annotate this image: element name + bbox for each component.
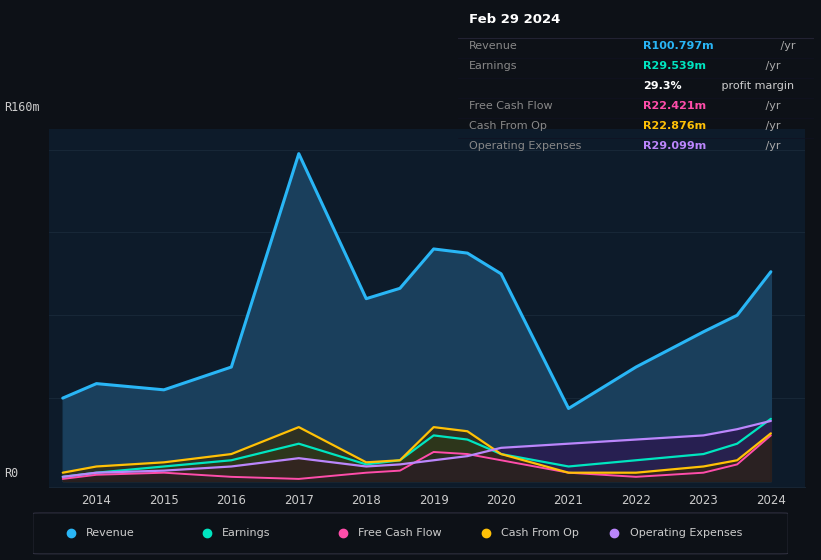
Text: Revenue: Revenue xyxy=(85,529,135,538)
Text: Cash From Op: Cash From Op xyxy=(501,529,579,538)
Text: 29.3%: 29.3% xyxy=(643,81,681,91)
Text: Earnings: Earnings xyxy=(469,62,517,72)
Text: R100.797m: R100.797m xyxy=(643,41,713,52)
Text: Cash From Op: Cash From Op xyxy=(469,122,547,132)
Text: R22.421m: R22.421m xyxy=(643,101,706,111)
Text: /yr: /yr xyxy=(777,41,796,52)
Text: /yr: /yr xyxy=(763,101,781,111)
Text: R22.876m: R22.876m xyxy=(643,122,706,132)
Text: /yr: /yr xyxy=(763,142,781,151)
Text: Free Cash Flow: Free Cash Flow xyxy=(469,101,553,111)
Text: /yr: /yr xyxy=(763,62,781,72)
FancyBboxPatch shape xyxy=(33,513,788,554)
Text: Feb 29 2024: Feb 29 2024 xyxy=(469,13,560,26)
Text: profit margin: profit margin xyxy=(718,81,794,91)
Text: /yr: /yr xyxy=(763,122,781,132)
Text: Revenue: Revenue xyxy=(469,41,517,52)
Text: Operating Expenses: Operating Expenses xyxy=(630,529,742,538)
Text: R29.099m: R29.099m xyxy=(643,142,706,151)
Text: R0: R0 xyxy=(4,467,18,480)
Text: Earnings: Earnings xyxy=(222,529,270,538)
Text: Free Cash Flow: Free Cash Flow xyxy=(358,529,441,538)
Text: R29.539m: R29.539m xyxy=(643,62,706,72)
Text: R160m: R160m xyxy=(4,101,39,114)
Text: Operating Expenses: Operating Expenses xyxy=(469,142,581,151)
